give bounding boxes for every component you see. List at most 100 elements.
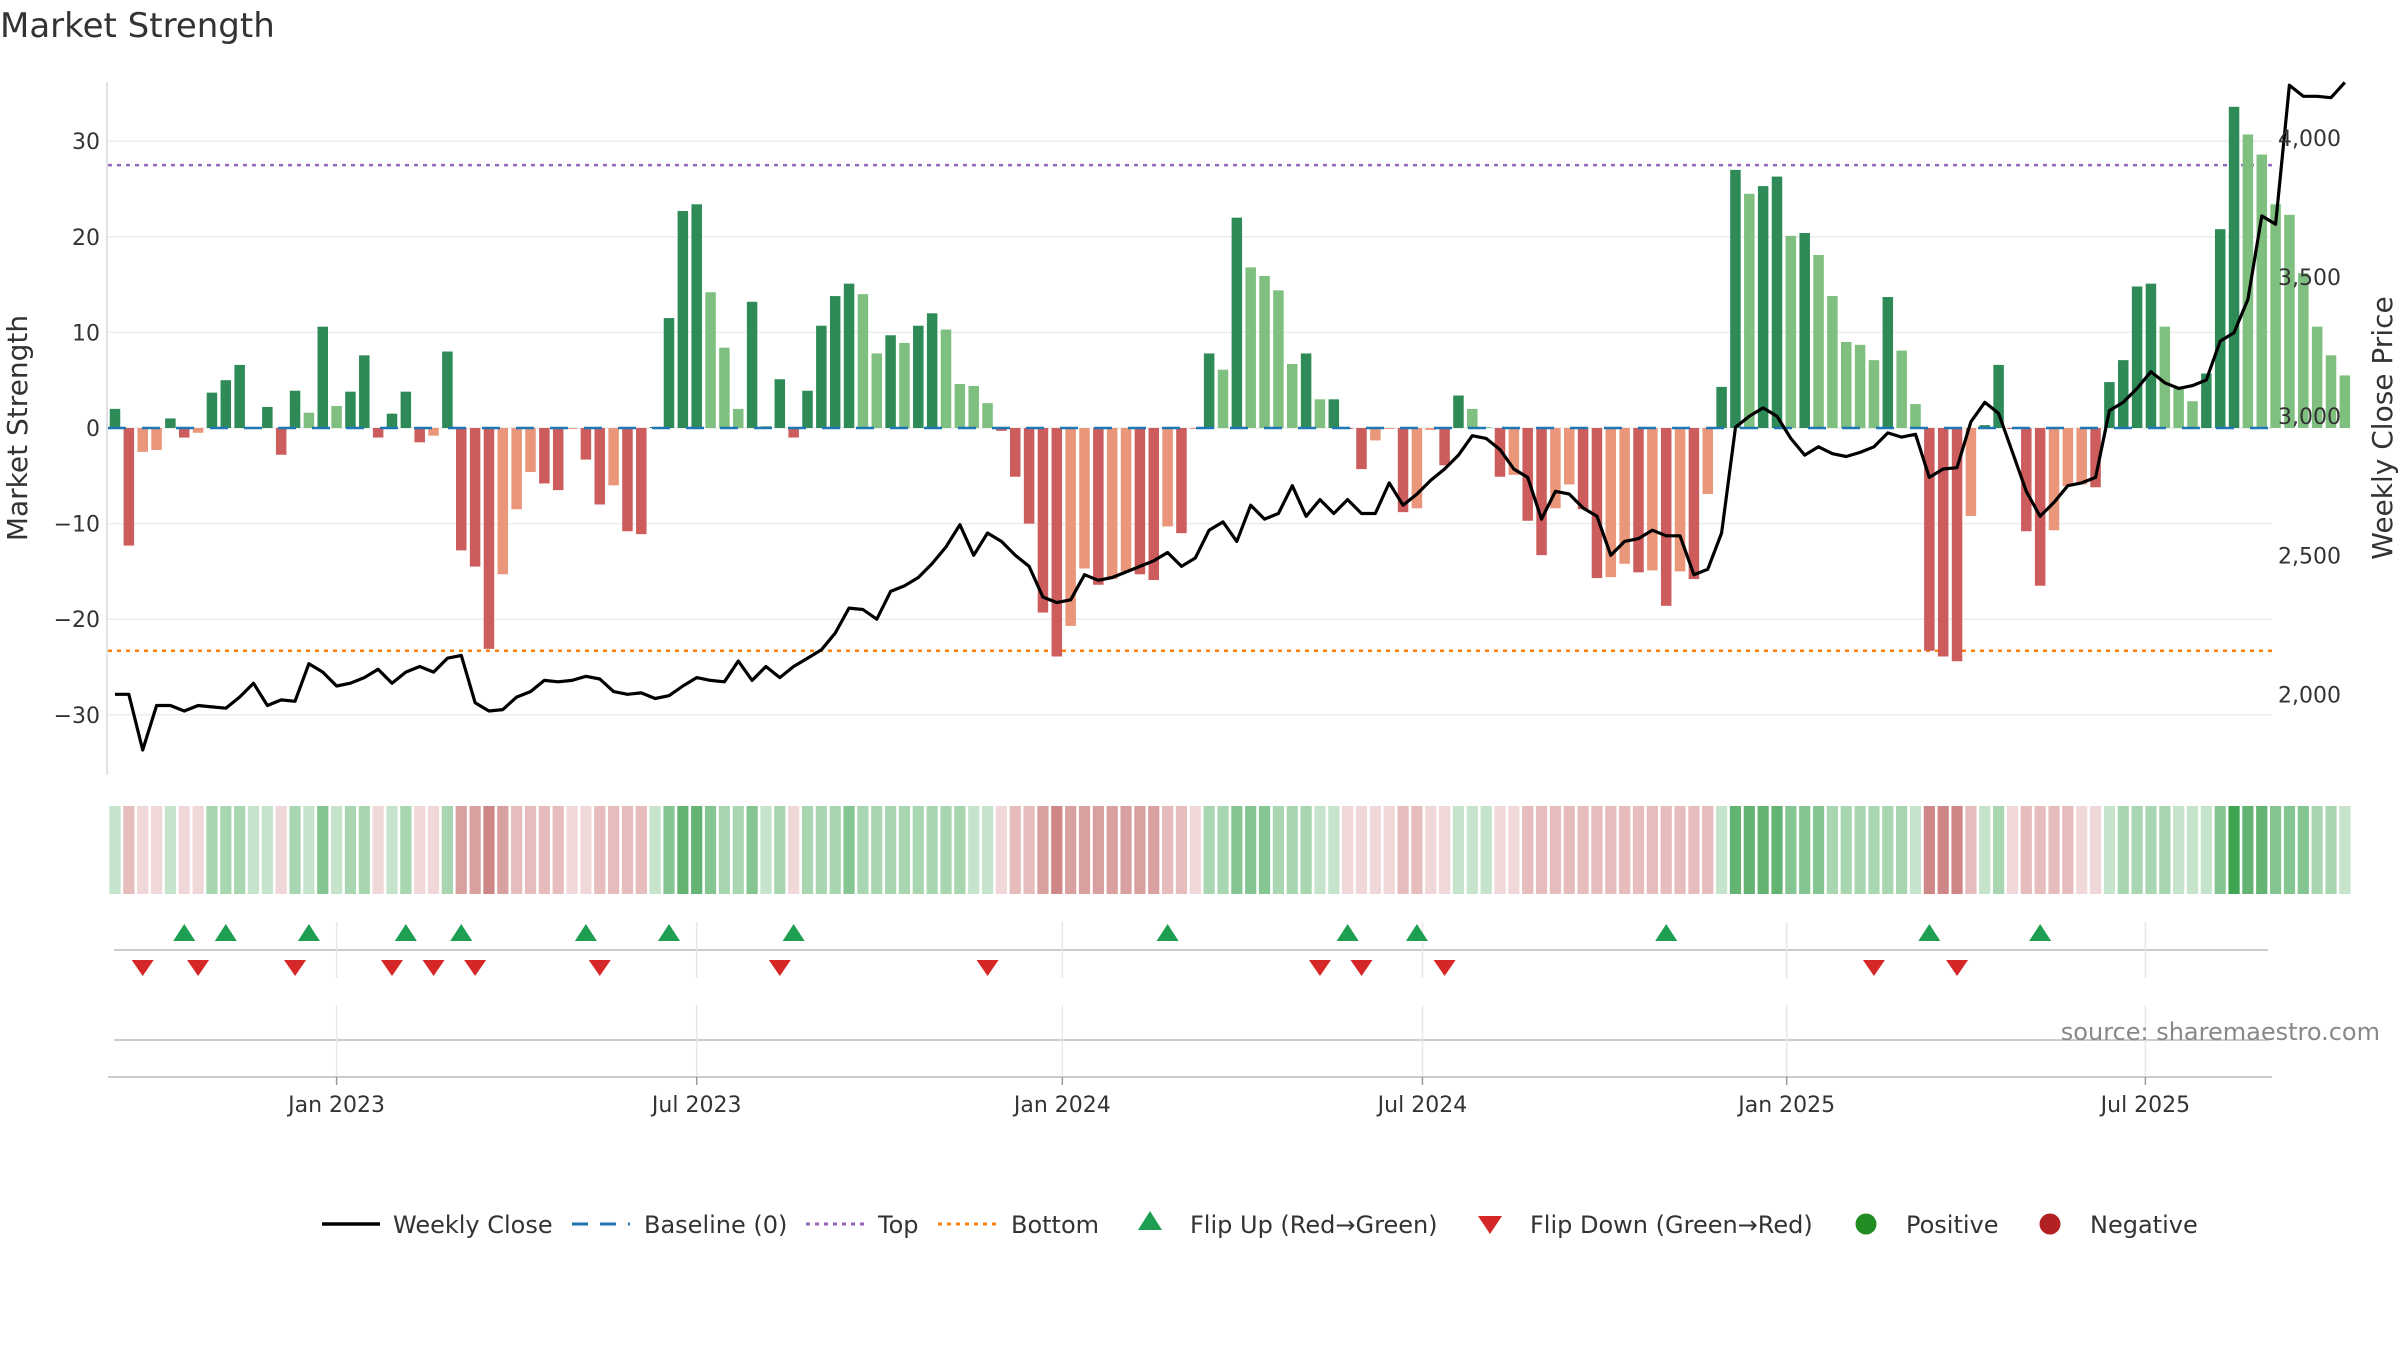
heat-cell-145 xyxy=(2117,806,2129,894)
heat-cell-13 xyxy=(289,806,301,894)
flip-down-marker-8 xyxy=(976,960,999,976)
heat-cell-33 xyxy=(566,806,578,894)
left-y-axis: 30 20 10 0 −10 −20 −30 Market Strength xyxy=(1,130,100,729)
strength-bar-101 xyxy=(1508,428,1520,475)
strength-bar-24 xyxy=(442,351,453,428)
strength-bar-6 xyxy=(192,428,204,433)
heat-cell-114 xyxy=(1688,806,1700,894)
heat-cell-127 xyxy=(1868,806,1880,894)
strength-bar-104 xyxy=(1550,428,1561,509)
flip-down-marker-13 xyxy=(1946,960,1969,976)
strength-bar-85 xyxy=(1287,363,1298,428)
strength-bar-35 xyxy=(594,428,605,505)
strength-bar-53 xyxy=(843,283,855,428)
heat-cell-82 xyxy=(1245,806,1257,894)
flip-down-marker-7 xyxy=(768,960,791,976)
heat-cell-98 xyxy=(1466,806,1478,894)
strength-bar-71 xyxy=(1093,428,1104,585)
strength-bar-141 xyxy=(2062,428,2074,487)
strength-bar-55 xyxy=(871,353,882,428)
heat-cell-1 xyxy=(123,806,135,894)
x-tick-label-5: Jul 2025 xyxy=(2099,1093,2191,1118)
heat-cell-121 xyxy=(1785,806,1797,894)
strength-bar-138 xyxy=(2021,428,2032,532)
heat-cell-19 xyxy=(372,806,384,894)
heat-cell-130 xyxy=(1909,806,1922,894)
strength-bar-30 xyxy=(525,428,536,472)
y-tick-label-0: 30 xyxy=(72,130,100,155)
heat-cell-48 xyxy=(774,806,786,894)
legend-negative-swatch xyxy=(2039,1213,2061,1235)
heat-cell-2 xyxy=(137,806,149,894)
strength-bar-29 xyxy=(511,428,522,510)
heat-cell-28 xyxy=(497,806,509,894)
flip-down-marker-3 xyxy=(381,960,403,976)
strength-bar-148 xyxy=(2159,326,2171,428)
heat-cell-126 xyxy=(1854,806,1866,894)
strength-bar-146 xyxy=(2131,286,2143,428)
strength-bar-121 xyxy=(1785,235,1797,428)
heat-cell-24 xyxy=(441,806,453,894)
strength-bar-33 xyxy=(566,428,578,429)
strength-bar-28 xyxy=(497,428,509,575)
strength-bar-69 xyxy=(1065,428,1076,626)
y-axis-title: Market Strength xyxy=(1,315,34,541)
heat-cell-41 xyxy=(677,806,689,894)
heat-cell-84 xyxy=(1272,806,1284,894)
strength-bar-61 xyxy=(954,384,966,428)
heat-cell-91 xyxy=(1369,806,1381,894)
strength-bar-151 xyxy=(2201,373,2212,428)
heat-cell-52 xyxy=(829,806,841,894)
strength-bar-38 xyxy=(636,428,647,535)
strength-bar-100 xyxy=(1494,428,1506,477)
heat-cell-93 xyxy=(1397,806,1409,894)
x-tick-label-3: Jul 2024 xyxy=(1376,1093,1468,1118)
legend-flip-up-swatch xyxy=(1138,1211,1162,1230)
strength-bar-18 xyxy=(359,355,370,428)
strength-bar-78 xyxy=(1190,428,1201,429)
strength-bar-5 xyxy=(179,428,190,438)
heat-cell-21 xyxy=(400,806,412,894)
heat-cell-131 xyxy=(1923,806,1935,894)
heat-cell-50 xyxy=(801,806,814,894)
heat-cell-104 xyxy=(1549,806,1561,894)
flip-down-marker-0 xyxy=(131,960,154,976)
heat-cell-160 xyxy=(2325,806,2337,894)
strength-bar-63 xyxy=(982,403,993,428)
heat-cell-81 xyxy=(1231,806,1243,894)
heat-cell-72 xyxy=(1106,806,1118,894)
heat-cell-77 xyxy=(1175,806,1188,894)
legend-label-flip_up: Flip Up (Red→Green) xyxy=(1190,1211,1438,1239)
strength-bar-8 xyxy=(220,380,232,428)
heat-cell-35 xyxy=(594,806,606,894)
heat-cell-8 xyxy=(220,806,232,894)
heat-cell-76 xyxy=(1162,806,1174,894)
strength-bar-4 xyxy=(165,418,176,428)
heat-cell-70 xyxy=(1078,806,1091,894)
strength-bar-52 xyxy=(829,296,841,428)
heat-cell-80 xyxy=(1217,806,1229,894)
strength-bar-65 xyxy=(1010,428,1021,477)
heat-cell-107 xyxy=(1591,806,1603,894)
heat-cell-32 xyxy=(552,806,564,894)
strength-bar-72 xyxy=(1106,428,1118,580)
heat-cell-111 xyxy=(1646,806,1658,894)
strength-bar-46 xyxy=(746,301,758,428)
legend-label-flip_down: Flip Down (Green→Red) xyxy=(1530,1211,1813,1239)
heat-cell-128 xyxy=(1882,806,1894,894)
strength-bar-54 xyxy=(857,294,869,428)
heat-cell-118 xyxy=(1743,806,1755,894)
strength-bar-11 xyxy=(262,406,273,428)
strength-bar-25 xyxy=(456,428,467,551)
flip-up-marker-6 xyxy=(658,924,680,941)
strength-bar-22 xyxy=(414,428,425,443)
strength-bar-144 xyxy=(2104,382,2115,428)
heat-cell-75 xyxy=(1148,806,1160,894)
strength-bar-115 xyxy=(1702,428,1713,494)
heat-cell-87 xyxy=(1314,806,1326,894)
heat-cell-62 xyxy=(968,806,980,894)
heat-cell-158 xyxy=(2297,806,2309,894)
flip-up-marker-9 xyxy=(1336,924,1359,941)
strength-bar-16 xyxy=(331,406,342,428)
heat-cell-105 xyxy=(1563,806,1575,894)
